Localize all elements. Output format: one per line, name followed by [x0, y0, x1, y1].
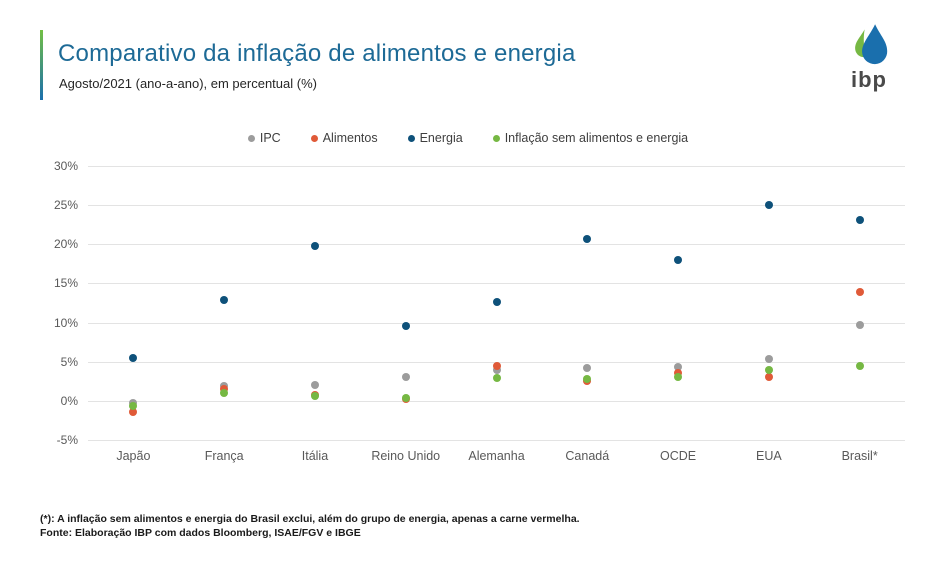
- x-axis-label: Japão: [116, 449, 151, 463]
- legend-label: IPC: [259, 131, 281, 145]
- legend-label: Energia: [419, 131, 463, 145]
- data-point: [310, 381, 319, 390]
- legend-label: Alimentos: [322, 131, 378, 145]
- y-tick-label: 15%: [53, 276, 78, 291]
- accent-bar: [40, 30, 43, 100]
- gridline: [88, 166, 905, 167]
- y-tick-label: -5%: [56, 433, 78, 447]
- data-point: [855, 216, 864, 225]
- data-point: [129, 407, 138, 416]
- data-point: [310, 241, 319, 250]
- x-axis-label: Itália: [301, 449, 329, 463]
- data-point: [764, 201, 773, 210]
- gridline: [88, 322, 905, 324]
- data-point: [401, 322, 410, 331]
- data-point: [764, 365, 773, 374]
- data-point: [855, 288, 864, 297]
- water-drop-icon: [855, 24, 888, 65]
- y-tick-label: 10%: [53, 315, 78, 330]
- data-point: [310, 392, 319, 401]
- x-axis-label: OCDE: [660, 449, 697, 463]
- x-axis-label: França: [204, 449, 244, 463]
- data-point: [855, 362, 864, 371]
- y-tick-label: 30%: [53, 159, 78, 173]
- legend-marker: [492, 134, 500, 142]
- data-point: [492, 298, 501, 307]
- x-axis-label: Alemanha: [468, 449, 525, 463]
- data-point: [220, 295, 229, 304]
- data-point: [492, 374, 501, 383]
- data-point: [674, 363, 683, 372]
- legend-item: Energia: [407, 131, 463, 145]
- y-tick-label: 25%: [53, 198, 78, 213]
- gridline: [88, 283, 905, 285]
- legend-label: Inflação sem alimentos e energia: [504, 131, 689, 145]
- data-point: [220, 389, 229, 398]
- x-axis-label: Canadá: [565, 449, 610, 463]
- chart-legend: IPC Alimentos Energia Inflação sem alimento…: [0, 131, 936, 145]
- x-axis-label: Brasil*: [841, 449, 878, 463]
- data-point: [583, 234, 592, 243]
- gridline: [88, 440, 905, 441]
- data-point: [855, 320, 864, 329]
- y-axis: 30% 25% 20% 15% 10% 5% 0% -5%: [30, 159, 78, 447]
- y-tick-label: 5%: [60, 354, 78, 369]
- x-axis-label: Reino Unido: [371, 449, 441, 463]
- page-title: Comparativo da inflação de alimentos e e…: [58, 40, 576, 67]
- x-axis: Japão França Itália Reino Unido Alemanha Cana…: [88, 449, 905, 463]
- legend-marker: [247, 134, 255, 142]
- x-axis-label: EUA: [756, 449, 782, 463]
- data-point: [129, 353, 138, 362]
- data-point: [674, 372, 683, 381]
- data-point: [583, 374, 592, 383]
- page-subtitle: Agosto/2021 (ano-a-ano), em percentual (…: [59, 76, 317, 91]
- source-note: Fonte: Elaboração IBP com dados Bloomber…: [40, 527, 361, 540]
- data-point: [583, 363, 592, 372]
- plot-area: [88, 166, 905, 441]
- legend-item: Inflação sem alimentos e energia: [492, 131, 689, 145]
- legend-marker: [310, 134, 318, 142]
- gridline: [88, 244, 905, 246]
- data-point: [401, 393, 410, 402]
- legend-item: IPC: [247, 131, 281, 145]
- footer: (*): A inflação sem alimentos e energia …: [40, 512, 580, 540]
- gridline: [88, 205, 905, 207]
- ibp-logo-text: ibp: [851, 67, 887, 92]
- data-point: [129, 401, 138, 410]
- data-point: [764, 355, 773, 364]
- footnote: (*): A inflação sem alimentos e energia …: [40, 513, 580, 525]
- data-point: [401, 373, 410, 382]
- data-point: [764, 373, 773, 382]
- legend-marker: [407, 134, 415, 142]
- gridline: [88, 400, 905, 402]
- ibp-logo: ibp: [834, 22, 904, 93]
- y-tick-label: 20%: [53, 237, 78, 252]
- legend-item: Alimentos: [310, 131, 378, 145]
- y-tick-label: 0%: [60, 393, 78, 408]
- data-point: [492, 361, 501, 370]
- data-point: [492, 366, 501, 375]
- data-point: [674, 255, 683, 264]
